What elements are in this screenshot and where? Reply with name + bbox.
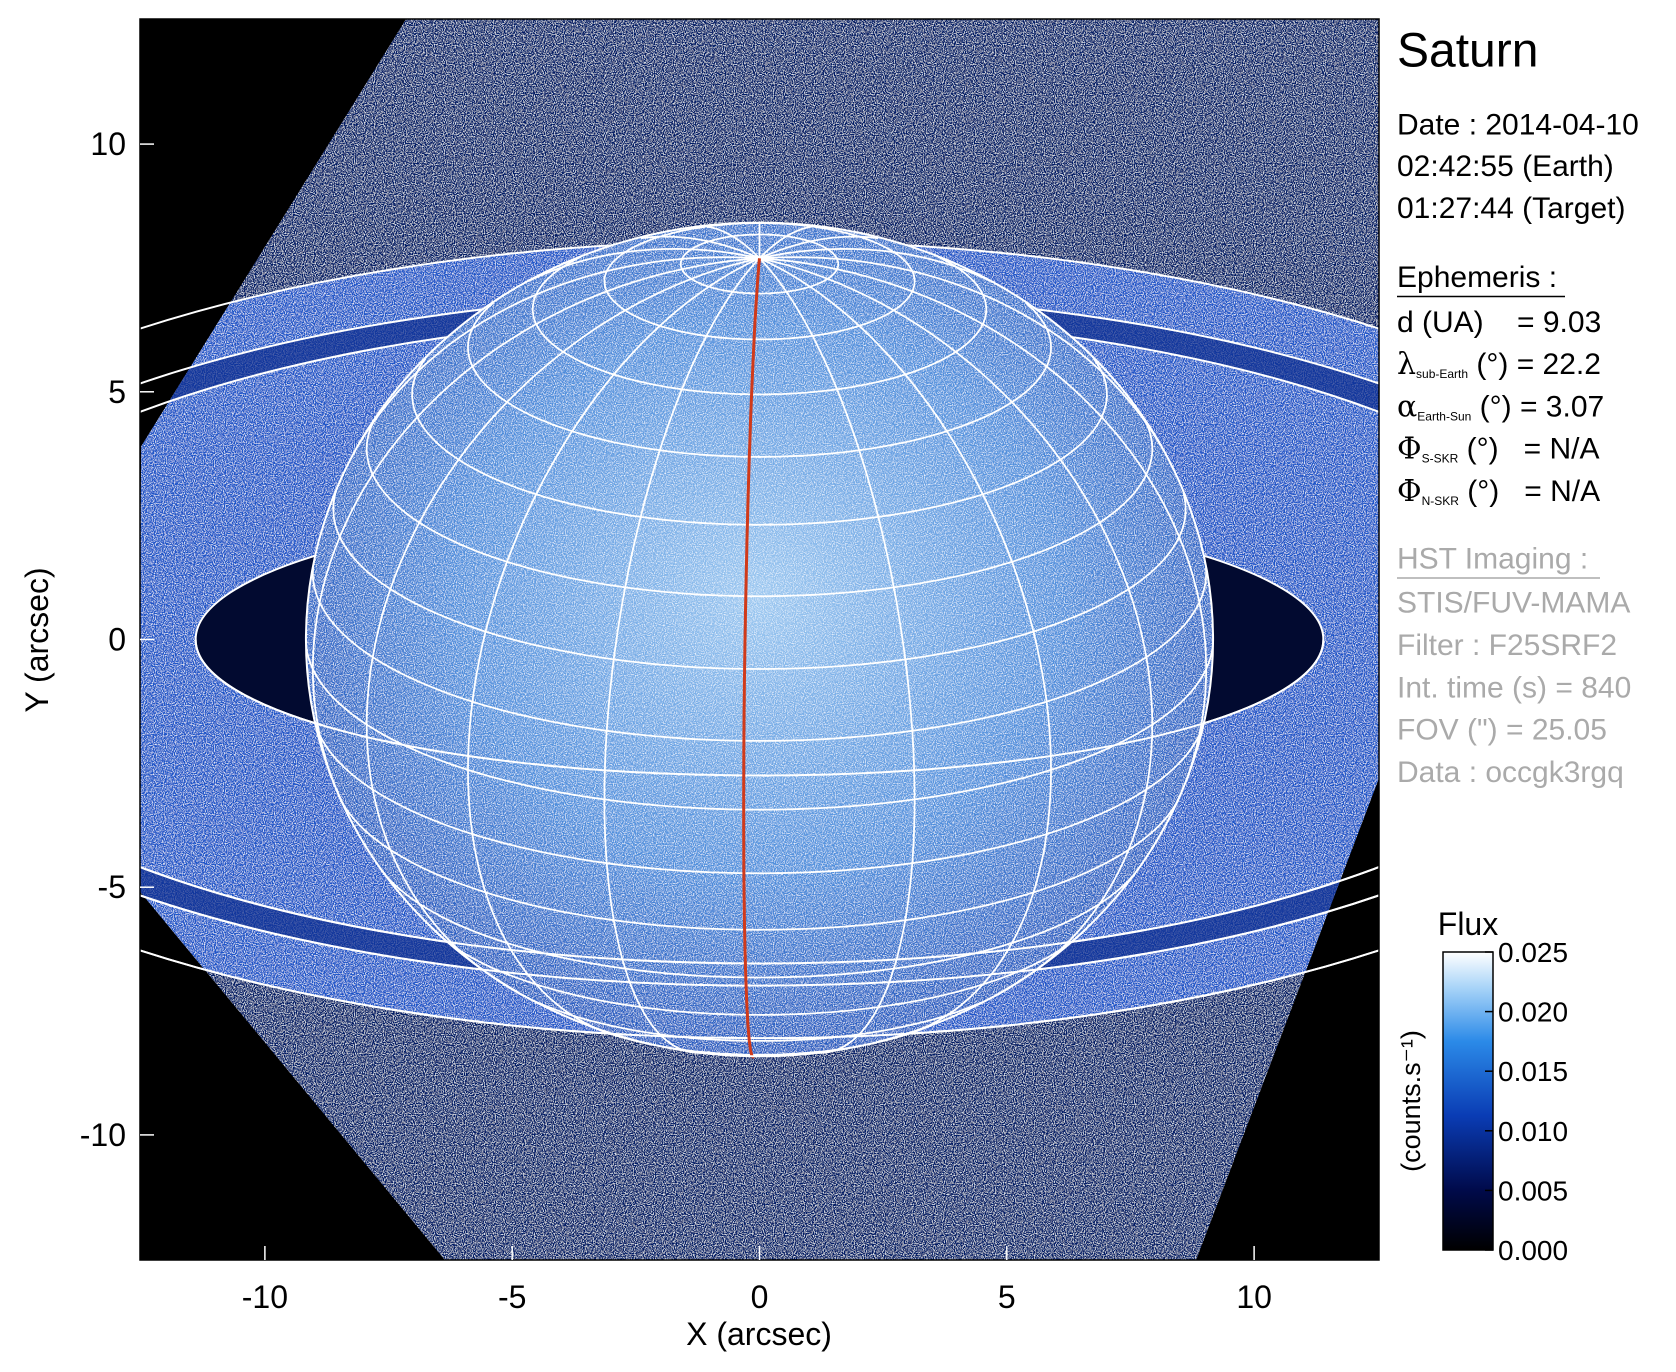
ring-band [140, 240, 1379, 1039]
central-meridian [742, 258, 761, 1059]
y-axis-label: Y (arcsec) [19, 567, 55, 712]
value: (°) = N/A [1458, 433, 1599, 466]
x-tick-label: 0 [751, 1279, 769, 1315]
x-tick-label: -10 [242, 1279, 288, 1315]
panel-title: Saturn [1397, 25, 1538, 78]
ring-front [140, 865, 1379, 965]
longitude-line [758, 225, 813, 259]
x-tick-label: 10 [1236, 1279, 1272, 1315]
subscript: N-SKR [1422, 494, 1460, 508]
symbol: Φ [1397, 432, 1422, 467]
ring-front [140, 894, 1379, 987]
date-line: Date : 2014-04-10 [1397, 108, 1639, 141]
ephemeris-line: αEarth-Sun (°) = 3.07 [1397, 389, 1604, 424]
subscript: sub-Earth [1416, 367, 1468, 381]
imaging-line: Int. time (s) = 840 [1397, 671, 1631, 704]
value: (°) = N/A [1459, 475, 1600, 508]
x-tick-label: 5 [998, 1279, 1016, 1315]
longitude-line [357, 256, 760, 447]
planet-disk [305, 222, 1214, 1057]
y-tick-label: 0 [108, 622, 126, 658]
symbol: α [1397, 389, 1417, 424]
longitude-line [528, 247, 760, 282]
value: d (UA) = 9.03 [1397, 306, 1601, 339]
latitude-line [531, 256, 988, 396]
imaging-line: Data : occgk3rgq [1397, 756, 1624, 789]
colorbar-title: Flux [1438, 906, 1498, 942]
y-tick-label: -5 [98, 869, 126, 905]
longitude-line [759, 257, 1154, 994]
longitude-line [759, 257, 1208, 823]
longitude-line [603, 257, 761, 1054]
y-tick-label: 10 [90, 126, 126, 162]
ephemeris-line: ΦS-SKR (°) = N/A [1397, 432, 1599, 467]
longitude-line [365, 257, 760, 994]
x-tick-label: -5 [498, 1279, 526, 1315]
y-tick-label: -10 [80, 1117, 126, 1153]
symbol: λ [1397, 347, 1416, 382]
value: (°) = 22.2 [1468, 348, 1601, 381]
ephemeris-heading: Ephemeris : [1397, 261, 1557, 294]
latitude-line [305, 639, 1214, 811]
longitude-line [759, 235, 879, 260]
image [140, 19, 1379, 1260]
symbol: Φ [1397, 474, 1422, 509]
ephemeris-line: λsub-Earth (°) = 22.2 [1397, 347, 1601, 382]
ring-front [140, 948, 1379, 1039]
longitude-line [467, 257, 760, 1041]
x-axis-label: X (arcsec) [686, 1316, 832, 1352]
longitude-line [759, 257, 1052, 1041]
colorbar [1442, 951, 1494, 1251]
ephemeris-line: d (UA) = 9.03 [1397, 306, 1601, 339]
imaging-heading: HST Imaging : [1397, 542, 1588, 575]
value: (°) = 3.07 [1471, 390, 1604, 423]
colorbar-tick-label: 0.020 [1498, 997, 1568, 1028]
date-line: 02:42:55 (Earth) [1397, 150, 1614, 183]
longitude-line [759, 247, 991, 282]
latitude-line [365, 417, 1154, 598]
latitude-line [411, 357, 1108, 526]
colorbar-tick-label: 0.015 [1498, 1056, 1568, 1087]
subscript: S-SKR [1422, 452, 1459, 466]
colorbar-tick-label: 0.005 [1498, 1175, 1568, 1206]
longitude-line [311, 257, 760, 823]
longitude-line [759, 256, 1162, 447]
ring-front [194, 639, 1325, 777]
colorbar-label: (counts.s⁻¹) [1396, 1030, 1426, 1172]
colorbar-tick-label: 0.010 [1498, 1116, 1568, 1147]
colorbar-tick-label: 0.025 [1498, 937, 1568, 968]
longitude-line [640, 235, 760, 260]
latitude-line [467, 302, 1052, 458]
y-tick-label: 5 [108, 374, 126, 410]
imaging-line: Filter : F25SRF2 [1397, 629, 1617, 662]
ephemeris-line: ΦN-SKR (°) = N/A [1397, 474, 1600, 509]
longitude-line [758, 257, 916, 1054]
date-line: 01:27:44 (Target) [1397, 192, 1625, 225]
imaging-line: FOV (") = 25.05 [1397, 714, 1607, 747]
latitude-line [311, 567, 1208, 742]
latitude-line [377, 865, 1142, 979]
longitude-line [706, 225, 761, 259]
planet-limb [304, 221, 1215, 1058]
latitude-line [336, 791, 1183, 931]
subscript: Earth-Sun [1417, 409, 1471, 423]
imaging-line: STIS/FUV-MAMA [1397, 586, 1630, 619]
colorbar-tick-label: 0.000 [1498, 1235, 1568, 1266]
latitude-line [313, 717, 1206, 875]
